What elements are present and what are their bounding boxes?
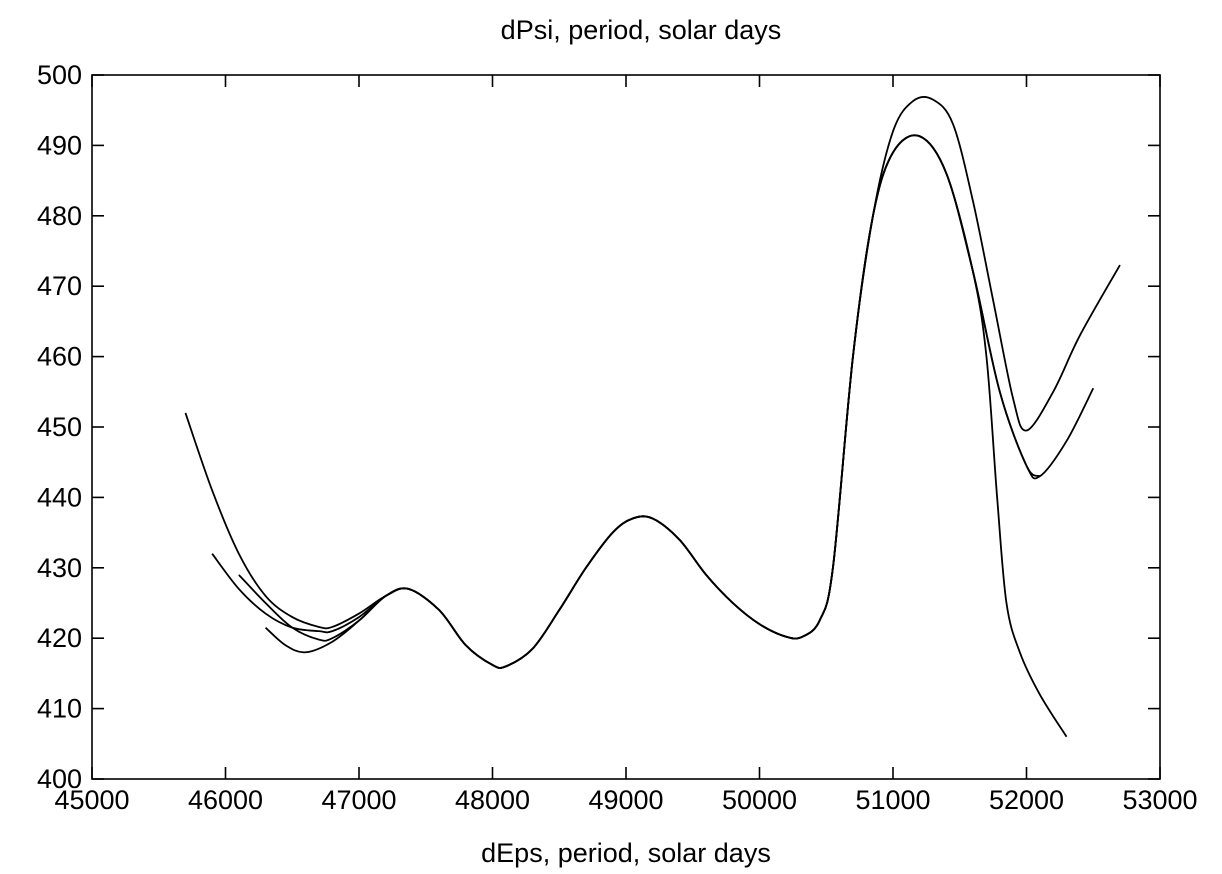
y-tick-label: 430 xyxy=(37,553,82,583)
y-tick-label: 490 xyxy=(37,130,82,160)
x-tick-label: 51000 xyxy=(855,785,930,815)
series-line-2 xyxy=(211,134,1095,669)
axis-ticks xyxy=(91,74,1161,780)
series-line-3 xyxy=(238,134,1041,669)
y-tick-label: 440 xyxy=(37,482,82,512)
x-tick-label: 53000 xyxy=(1122,785,1197,815)
x-tick-label: 50000 xyxy=(722,785,797,815)
series-line-4 xyxy=(264,134,1068,738)
x-axis-title: dEps, period, solar days xyxy=(481,838,771,868)
x-tick-label: 49000 xyxy=(588,785,663,815)
x-tick-label: 47000 xyxy=(321,785,396,815)
y-tick-label: 400 xyxy=(37,764,82,794)
y-tick-label: 450 xyxy=(37,412,82,442)
y-tick-label: 500 xyxy=(37,60,82,90)
y-tick-label: 460 xyxy=(37,342,82,372)
y-tick-label: 410 xyxy=(37,694,82,724)
y-tick-label: 480 xyxy=(37,201,82,231)
y-tick-label: 420 xyxy=(37,623,82,653)
y-tick-label: 470 xyxy=(37,271,82,301)
tick-labels: 45000 46000 47000 48000 49000 50000 51000 52000… xyxy=(37,60,1198,815)
series-layer xyxy=(184,96,1121,738)
plot-frame xyxy=(91,74,1161,780)
x-tick-label: 48000 xyxy=(455,785,530,815)
x-tick-label: 45000 xyxy=(54,785,129,815)
chart-title: dPsi, period, solar days xyxy=(501,15,782,45)
x-tick-label: 52000 xyxy=(989,785,1064,815)
series-line-1 xyxy=(184,96,1121,669)
x-tick-label: 46000 xyxy=(188,785,263,815)
